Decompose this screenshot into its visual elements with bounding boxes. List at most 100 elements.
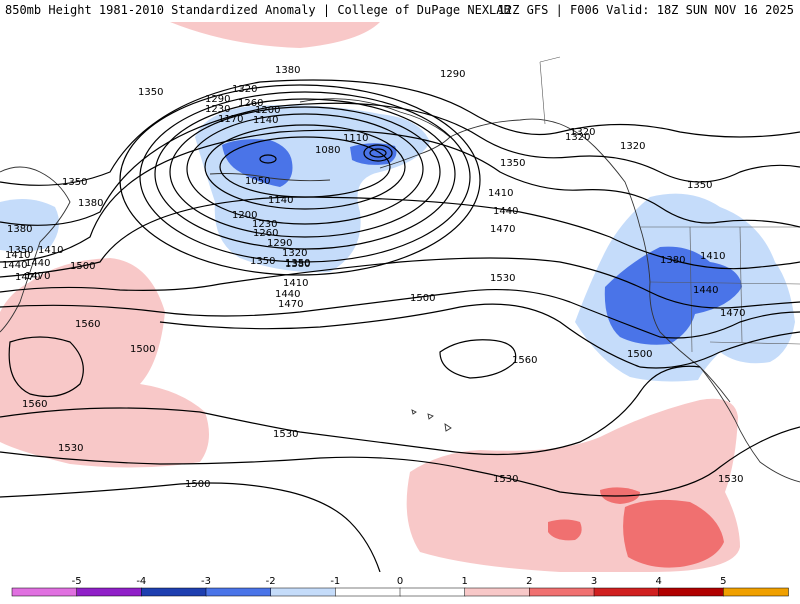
contour-label: 1380 [275,65,300,76]
contour-label: 1500 [70,261,95,272]
contour-label: 1500 [130,344,155,355]
contour-label: 1470 [278,299,303,310]
colorbar-swatch [464,587,531,597]
negative-anomaly-west-us-core [604,246,742,345]
colorbar-swatch [270,587,337,597]
colorbar-swatch [399,587,466,597]
colorbar-tick-label: 2 [526,576,532,587]
colorbar-tick-label: -3 [201,576,211,587]
contour-label: 1530 [493,474,518,485]
contour-label: 1530 [490,273,515,284]
contour-label: 1410 [5,250,30,261]
contour-label: 1200 [232,210,257,221]
colorbar-tick-label: -5 [72,576,82,587]
contour-label: 1320 [282,248,307,259]
contour-label: 1140 [253,115,278,126]
contour-label: 1200 [255,105,280,116]
colorbar-tick-label: 4 [655,576,661,587]
contour-label: 1080 [315,145,340,156]
colorbar-swatch [205,587,272,597]
contour-label: 1470 [25,271,50,282]
negative-anomaly-aleutian-core [222,139,293,187]
contour-label: 1290 [440,69,465,80]
header-bar: 850mb Height 1981-2010 Standardized Anom… [0,0,800,22]
contour-label: 1470 [490,224,515,235]
contour-label: 1440 [275,289,300,300]
contour-label: 1350 [62,177,87,188]
contour-label: 1470 [15,272,40,283]
contour-label: 1350 [500,158,525,169]
colorbar-svg: -5 -4 -3 -2 -1 0 1 2 3 4 5 [11,576,789,597]
contour-label: 1560 [22,399,47,410]
contour-label: 1530 [273,429,298,440]
contour-label: 1320 [565,132,590,143]
contour-label: 1350 [138,87,163,98]
contour-label: 1170 [218,114,243,125]
contour-label: 1290 [205,94,230,105]
colorbar-swatches [11,587,789,597]
positive-anomaly-strong-1 [623,499,724,568]
contour-label: 1530 [58,443,83,454]
map-title: 850mb Height 1981-2010 Standardized Anom… [5,3,511,17]
anomaly-colorbar: -5 -4 -3 -2 -1 0 1 2 3 4 5 [0,572,800,600]
contour-label: 1500 [410,293,435,304]
contour-label: 1440 [693,285,718,296]
positive-anomaly-top [170,22,380,48]
contour-label: 1230 [205,104,230,115]
colorbar-tick-label: -2 [266,576,276,587]
contour-label: 1560 [75,319,100,330]
contour-label: 1530 [718,474,743,485]
contour-label: 1230 [252,219,277,230]
colorbar-swatch [141,587,207,597]
anomaly-shading [0,22,795,572]
colorbar-swatch [529,587,595,597]
colorbar-tick-label: 0 [397,576,403,587]
contour-label: 1260 [253,228,278,239]
contour-label: 1440 [493,206,518,217]
contour-label: 1380 [660,255,685,266]
contour-label: 1350 [285,258,310,269]
contour-label: 1350 [250,256,275,267]
contour-labels: 1380 1350 1320 1290 1260 1230 1200 1170 … [2,65,745,490]
contour-label: 1470 [720,308,745,319]
contour-label: 1500 [185,479,210,490]
contour-label: 1410 [700,251,725,262]
colorbar-tick-label: 1 [461,576,467,587]
map-canvas: 1380 1350 1320 1290 1260 1230 1200 1170 … [0,22,800,572]
contour-label: 1350 [687,180,712,191]
colorbar-tick-label: -1 [330,576,340,587]
colorbar-swatch [76,587,143,597]
positive-anomaly-strong-2 [548,519,582,541]
contour-label: 1350 [8,245,33,256]
contour-label: 1320 [232,84,257,95]
colorbar-swatch [723,587,789,597]
contour-label: 1560 [512,355,537,366]
colorbar-tick-label: -4 [136,576,146,587]
contour-label: 1140 [268,195,293,206]
contour-label: 1260 [238,98,263,109]
contour-label: 1410 [38,245,63,256]
contour-label: 1290 [267,238,292,249]
coastlines [0,56,800,483]
colorbar-swatch [11,587,78,597]
contour-label: 1410 [488,188,513,199]
colorbar-swatch [593,587,660,597]
contour-label: 1320 [570,127,595,138]
negative-anomaly-aleutian-core-2 [350,143,397,165]
height-contours [0,79,800,572]
colorbar-tick-label: 5 [720,576,726,587]
contour-label: 1050 [245,176,270,187]
colorbar-ticks: -5 -4 -3 -2 -1 0 1 2 3 4 5 [72,576,727,587]
contour-label: 1380 [7,224,32,235]
colorbar-swatch [335,587,401,597]
contour-label: 1440 [2,260,27,271]
colorbar-tick-label: 3 [591,576,597,587]
run-info: 12Z GFS | F006 Valid: 18Z SUN NOV 16 202… [497,3,794,17]
contour-label: 1320 [620,141,645,152]
positive-anomaly-west [0,258,209,468]
contour-label: 1380 [78,198,103,209]
contour-label: 1380 [285,259,310,270]
contour-label: 1440 [25,258,50,269]
contour-label: 1110 [343,133,368,144]
colorbar-swatch [658,587,725,597]
